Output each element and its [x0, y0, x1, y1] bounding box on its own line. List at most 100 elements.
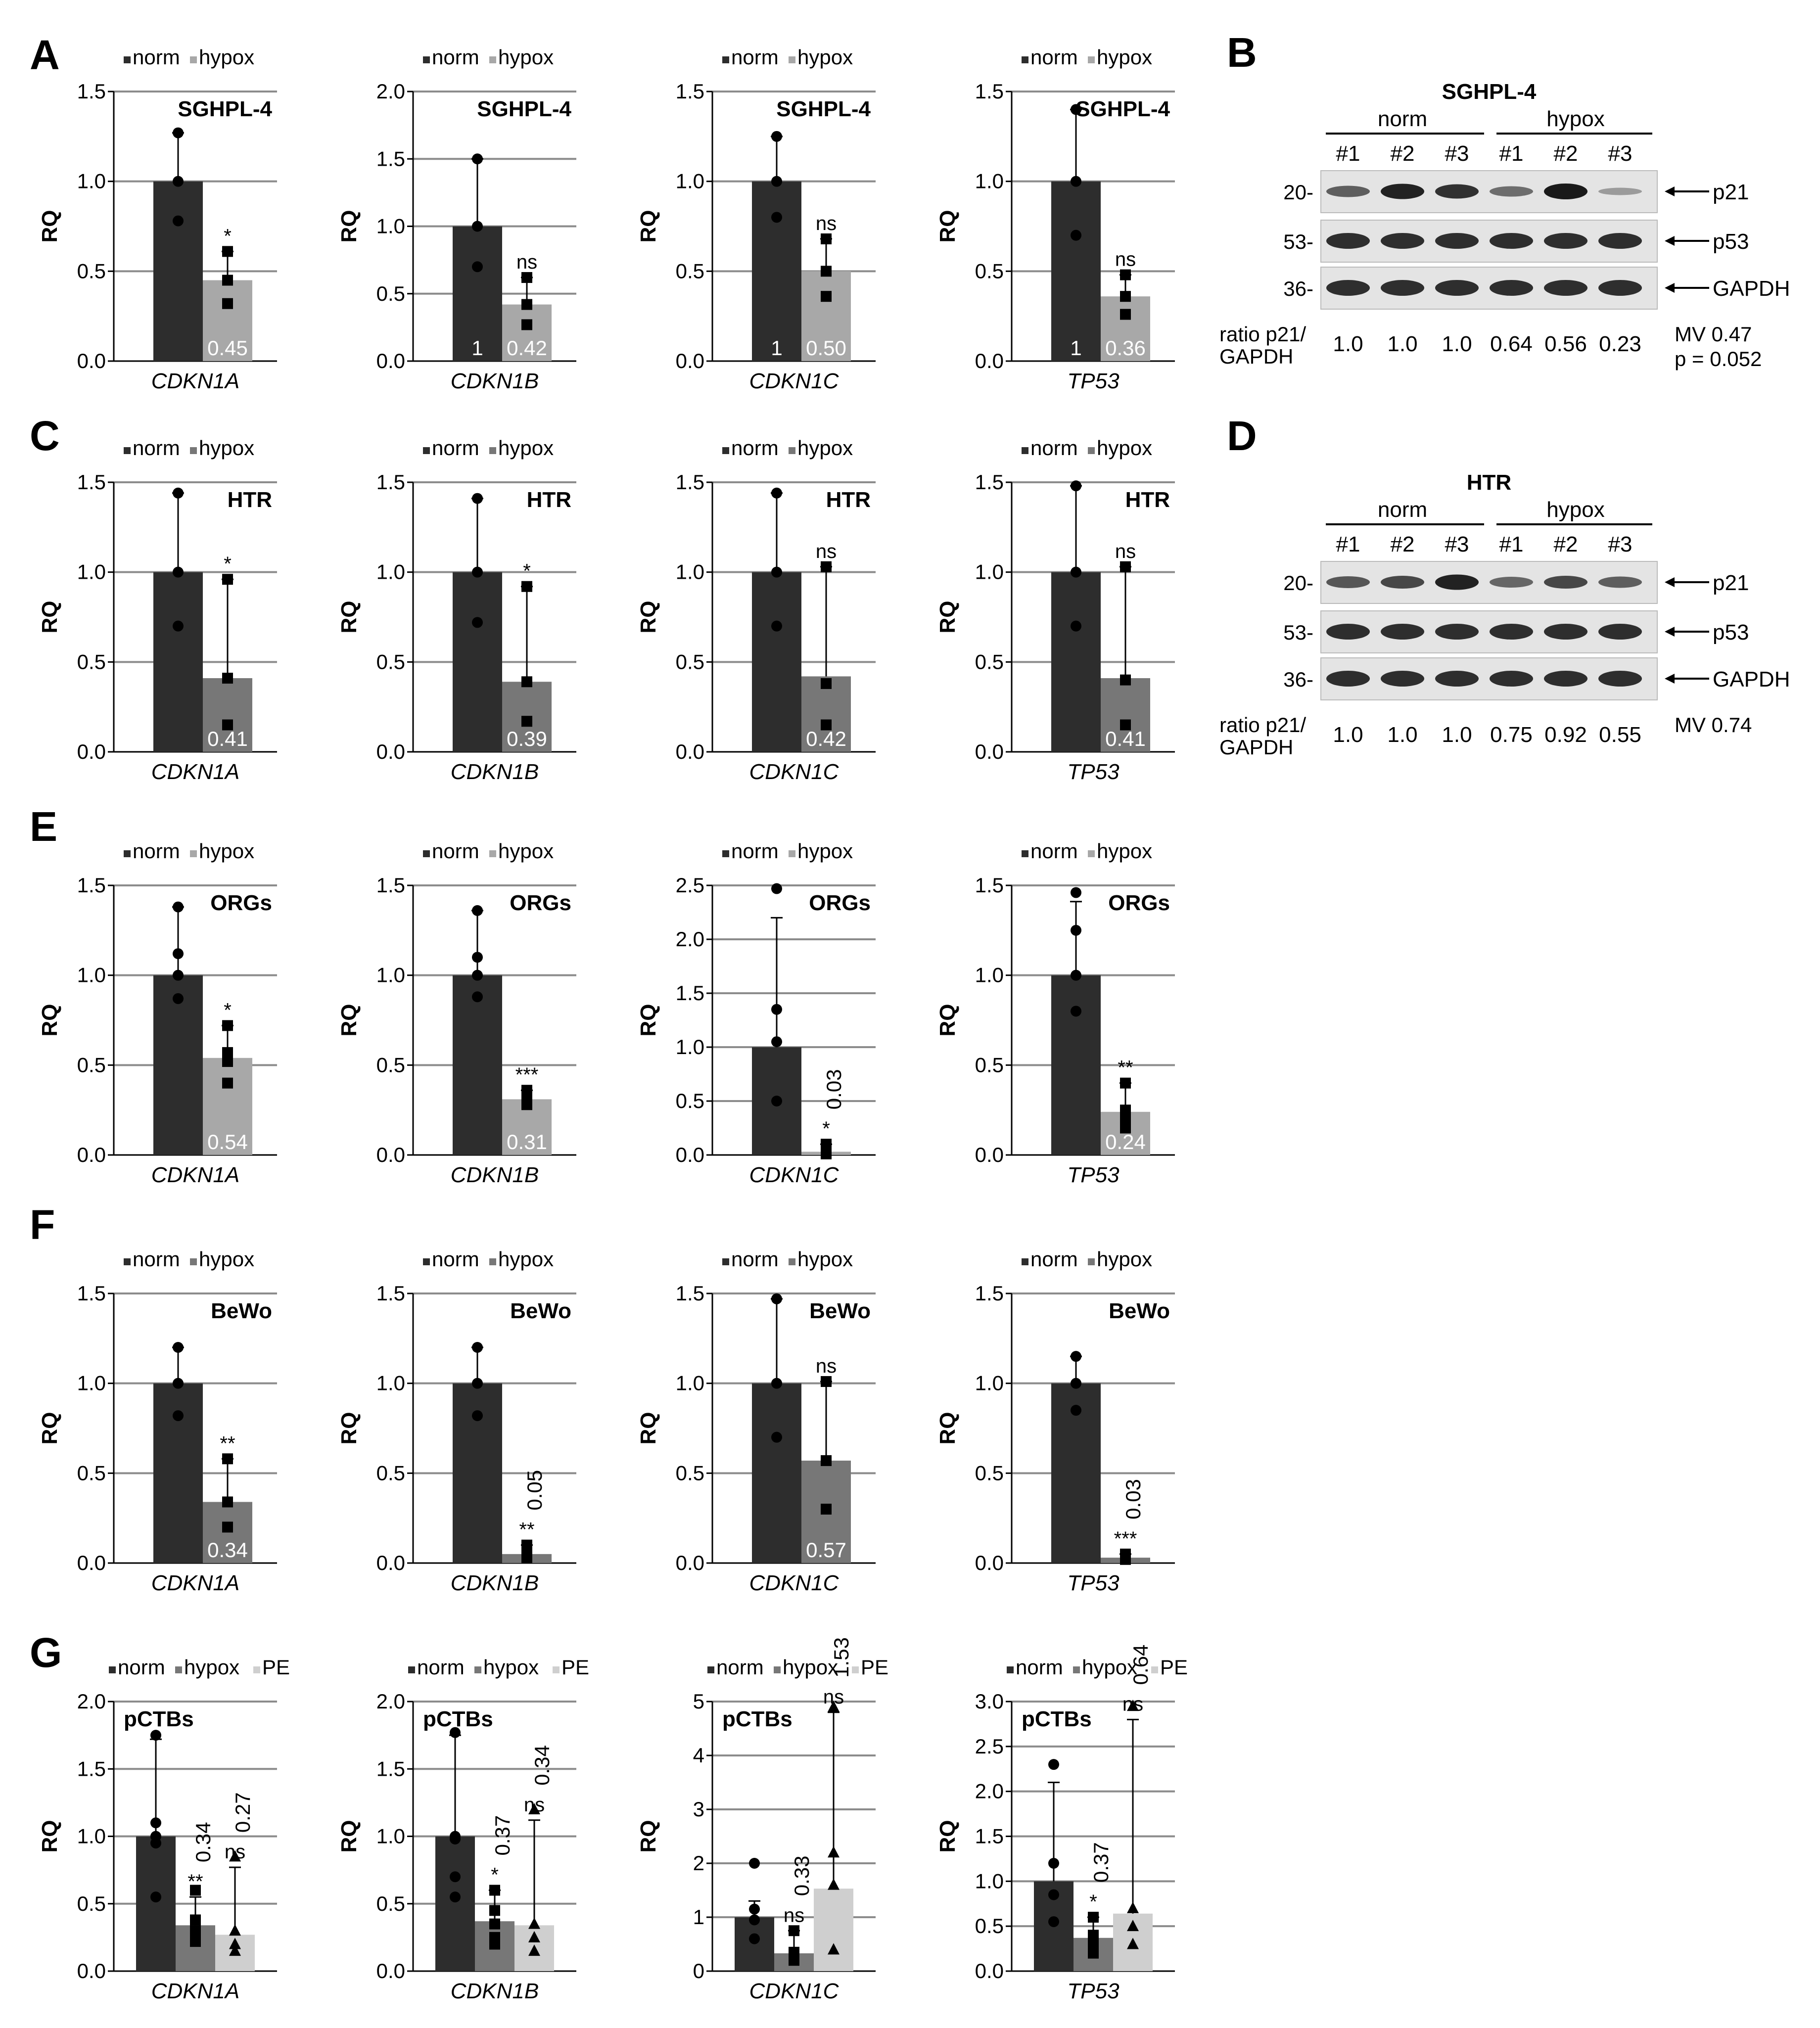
legend-label: PE	[1160, 1656, 1188, 1679]
bar-value-label: 1	[471, 336, 483, 360]
y-axis-label: RQ	[38, 210, 62, 243]
chart-title: HTR	[1125, 488, 1170, 512]
chart-e-cdkn1b: 0.0 0.5 1.0 1.5 RQ CDKN1B ORGs norm hypox *** 0.31	[337, 839, 576, 1187]
data-point	[173, 620, 184, 632]
data-point	[749, 1903, 760, 1915]
bar-value-label: 1.53	[830, 1637, 853, 1678]
data-point	[173, 1410, 184, 1422]
data-point	[521, 1099, 532, 1110]
chart-title: SGHPL-4	[1075, 97, 1170, 121]
y-tick-label: 1.5	[975, 1282, 1004, 1305]
legend-swatch	[553, 1666, 560, 1673]
legend-swatch	[789, 1258, 795, 1265]
data-point	[1088, 1912, 1099, 1923]
ratio-label: GAPDH	[1219, 736, 1293, 759]
chart-c-cdkn1b: 0.0 0.5 1.0 1.5 RQ CDKN1B HTR norm hypox * 0.39	[337, 436, 576, 784]
x-axis-label: CDKN1B	[451, 369, 539, 393]
blot-title: HTR	[1467, 470, 1511, 495]
significance-label: ns	[816, 1355, 837, 1377]
legend-label: norm	[118, 1656, 165, 1679]
bar-hypox	[203, 1058, 252, 1155]
data-point	[173, 127, 184, 138]
legend-swatch	[1022, 56, 1028, 63]
x-axis-label: TP53	[1067, 1571, 1120, 1595]
mean-value: MV 0.47	[1675, 323, 1752, 346]
protein-label: p53	[1713, 620, 1749, 645]
x-axis-label: CDKN1C	[749, 760, 840, 784]
data-point	[821, 233, 832, 244]
legend-swatch	[1088, 447, 1095, 454]
blot-band	[1598, 576, 1642, 588]
legend-label: norm	[731, 46, 779, 69]
legend-label: hypox	[199, 1247, 254, 1271]
y-tick-label: 2	[693, 1851, 704, 1875]
data-point	[472, 1378, 483, 1389]
blot-band	[1381, 671, 1424, 687]
legend-swatch	[1022, 1258, 1028, 1265]
bar-value-label: 1	[1070, 336, 1081, 360]
y-tick-label: 1.0	[676, 1372, 704, 1395]
y-tick-label: 1.0	[676, 560, 704, 584]
data-point	[749, 1914, 760, 1926]
data-point	[489, 1905, 500, 1916]
blot-band	[1598, 187, 1642, 195]
bar-hypox	[801, 271, 851, 361]
y-axis-label: RQ	[38, 1820, 62, 1853]
legend-swatch	[789, 850, 795, 857]
data-point	[1071, 104, 1081, 115]
legend-label: hypox	[498, 839, 554, 863]
data-point	[1071, 480, 1081, 492]
data-point	[173, 993, 184, 1004]
ratio-value: 1.0	[1333, 723, 1363, 747]
chart-title: ORGs	[1108, 891, 1170, 915]
chart-title: ORGs	[510, 891, 571, 915]
legend-label: norm	[1030, 1247, 1078, 1271]
ratio-value: 0.64	[1490, 332, 1533, 356]
significance-label: **	[1118, 1057, 1133, 1079]
y-axis-label: RQ	[636, 1820, 660, 1853]
y-tick-label: 3	[693, 1798, 704, 1821]
y-tick-label: 0.5	[676, 1089, 704, 1112]
y-tick-label: 1.5	[77, 1282, 106, 1305]
bar-norm	[1051, 572, 1101, 752]
data-point	[222, 719, 233, 731]
y-tick-label: 0	[693, 1959, 704, 1982]
x-axis-label: CDKN1A	[151, 1163, 240, 1187]
chart-title: BeWo	[510, 1299, 571, 1323]
data-point	[821, 1504, 832, 1515]
data-point	[828, 1700, 840, 1712]
blot-band	[1326, 233, 1370, 249]
bar-norm	[453, 226, 502, 361]
legend-label: norm	[716, 1656, 764, 1679]
legend-swatch	[1088, 1258, 1095, 1265]
ratio-value: 1.0	[1333, 332, 1363, 356]
data-point	[821, 1376, 832, 1387]
chart-a-cdkn1b: 0.0 0.5 1.0 1.5 2.0 RQ CDKN1B SGHPL-4 norm hypox 1…	[337, 46, 576, 393]
bar-value-label: 0.05	[523, 1470, 546, 1511]
significance-label: *	[224, 553, 232, 575]
legend-swatch	[722, 850, 729, 857]
legend-swatch	[474, 1666, 481, 1673]
bar-value-label: 0.64	[1129, 1645, 1152, 1685]
data-point	[1071, 1378, 1081, 1389]
blot-group-label: norm	[1378, 498, 1427, 522]
y-tick-label: 1.5	[77, 470, 106, 494]
data-point	[1127, 1700, 1139, 1711]
data-point	[521, 581, 532, 592]
legend-label: PE	[561, 1656, 589, 1679]
data-point	[1088, 1938, 1099, 1950]
bar-value-label: 0.41	[207, 727, 248, 750]
legend-label: norm	[432, 839, 479, 863]
chart-e-cdkn1a: 0.0 0.5 1.0 1.5 RQ CDKN1A ORGs norm hypox * 0.54	[38, 839, 277, 1187]
bar-pe	[814, 1889, 853, 1971]
ratio-label: GAPDH	[1219, 345, 1293, 368]
bar-norm	[153, 572, 203, 752]
bar-value-label: 0.34	[191, 1822, 215, 1862]
data-point	[472, 1342, 483, 1353]
data-point	[771, 131, 782, 142]
chart-title: pCTBs	[722, 1707, 793, 1731]
data-point	[528, 1931, 540, 1942]
mean-value: MV 0.74	[1675, 713, 1752, 737]
blot-band	[1598, 280, 1642, 296]
data-point	[1071, 620, 1081, 632]
